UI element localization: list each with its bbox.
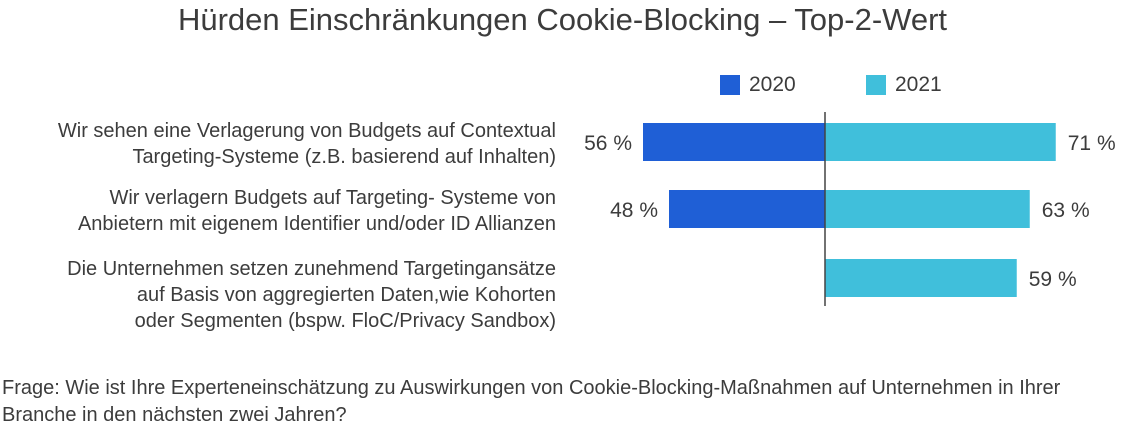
value-label-2020-row-1: 56 % — [584, 132, 632, 155]
category-label-2: Wir verlagern Budgets auf Targeting- Sys… — [78, 185, 556, 237]
category-label-1-line-2: Targeting-Systeme (z.B. basierend auf In… — [132, 146, 556, 168]
bar-2021-row-2 — [825, 190, 1030, 228]
bar-2021-row-3 — [825, 259, 1017, 297]
footnote: Frage: Wie ist Ihre Experteneinschätzung… — [2, 377, 1061, 426]
category-label-3-line-2: auf Basis von aggregierten Daten,wie Koh… — [136, 284, 556, 306]
legend-item-2021: 2021 — [866, 72, 942, 98]
legend-label-2020: 2020 — [749, 73, 796, 96]
value-label-2021-row-1: 71 % — [1068, 132, 1116, 155]
legend-swatch-2021 — [866, 75, 886, 95]
category-label-3-line-1: Die Unternehmen setzen zunehmend Targeti… — [67, 258, 556, 280]
category-label-1-line-1: Wir sehen eine Verlagerung von Budgets a… — [57, 120, 556, 142]
legend-label-2021: 2021 — [895, 73, 942, 96]
value-label-2021-row-2: 63 % — [1042, 199, 1090, 222]
category-label-3: Die Unternehmen setzen zunehmend Targeti… — [67, 256, 556, 334]
bar-2021-row-1 — [825, 123, 1056, 161]
value-label-2020-row-2: 48 % — [610, 199, 658, 222]
chart-title: Hürden Einschränkungen Cookie-Blocking –… — [177, 2, 948, 37]
legend-item-2020: 2020 — [720, 72, 796, 98]
category-label-2-line-1: Wir verlagern Budgets auf Targeting- Sys… — [109, 187, 556, 209]
value-label-2021-row-3: 59 % — [1029, 268, 1077, 291]
legend-swatch-2020 — [720, 75, 740, 95]
category-label-1: Wir sehen eine Verlagerung von Budgets a… — [58, 118, 556, 170]
category-label-3-line-3: oder Segmenten (bspw. FloC/Privacy Sandb… — [134, 310, 556, 332]
bar-2020-row-2 — [669, 190, 825, 228]
bar-2020-row-1 — [643, 123, 825, 161]
category-label-2-line-2: Anbietern mit eigenem Identifier und/ode… — [77, 213, 556, 235]
